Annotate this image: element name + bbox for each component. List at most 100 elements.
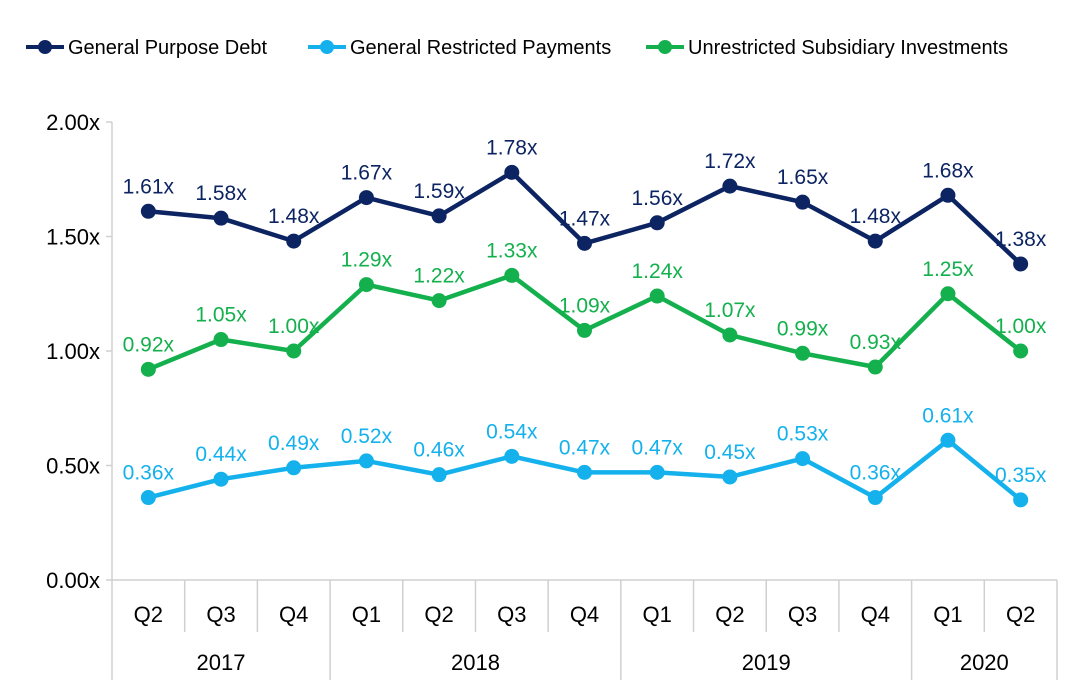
data-label: 0.47x xyxy=(632,436,684,459)
data-point xyxy=(649,464,665,480)
x-tick-label: Q3 xyxy=(788,602,817,627)
data-label: 1.09x xyxy=(559,294,611,317)
x-group-label: 2017 xyxy=(197,650,246,675)
data-label: 1.33x xyxy=(486,239,538,262)
data-point xyxy=(795,345,811,361)
data-label: 1.56x xyxy=(632,187,684,210)
data-point xyxy=(286,233,302,249)
data-point xyxy=(722,327,738,343)
data-label: 0.52x xyxy=(341,425,393,448)
data-label: 0.46x xyxy=(413,439,465,462)
x-tick-label: Q1 xyxy=(352,602,381,627)
y-tick-label: 1.50x xyxy=(46,225,100,250)
data-label: 1.68x xyxy=(922,159,974,182)
data-point xyxy=(940,286,956,302)
data-point xyxy=(358,453,374,469)
data-label: 0.53x xyxy=(777,423,829,446)
data-point xyxy=(213,471,229,487)
x-tick-label: Q4 xyxy=(570,602,599,627)
data-point xyxy=(940,432,956,448)
legend-label: Unrestricted Subsidiary Investments xyxy=(688,37,1008,59)
data-label: 1.58x xyxy=(195,182,247,205)
data-label: 0.36x xyxy=(123,462,175,485)
x-group-label: 2020 xyxy=(960,650,1009,675)
data-point xyxy=(213,332,229,348)
data-point xyxy=(722,469,738,485)
data-label: 1.05x xyxy=(195,304,247,327)
data-label: 1.65x xyxy=(777,166,829,189)
data-label: 1.00x xyxy=(995,315,1047,338)
x-tick-label: Q2 xyxy=(134,602,163,627)
x-group-label: 2019 xyxy=(742,650,791,675)
data-label: 1.24x xyxy=(632,260,684,283)
data-point xyxy=(795,451,811,467)
x-tick-label: Q4 xyxy=(279,602,308,627)
data-label: 0.49x xyxy=(268,432,320,455)
data-point xyxy=(213,210,229,226)
x-tick-label: Q1 xyxy=(643,602,672,627)
x-tick-label: Q2 xyxy=(424,602,453,627)
data-point xyxy=(140,203,156,219)
data-point xyxy=(140,490,156,506)
y-tick-label: 0.00x xyxy=(46,568,100,593)
data-label: 0.36x xyxy=(850,462,902,485)
data-label: 1.48x xyxy=(850,205,902,228)
x-tick-label: Q2 xyxy=(715,602,744,627)
x-tick-label: Q4 xyxy=(861,602,890,627)
data-label: 0.47x xyxy=(559,436,611,459)
data-label: 1.59x xyxy=(413,180,465,203)
data-label: 0.99x xyxy=(777,317,829,340)
data-label: 1.29x xyxy=(341,249,393,272)
legend-label: General Restricted Payments xyxy=(350,37,611,59)
data-point xyxy=(431,293,447,309)
legend: General Purpose Debt General Restricted P… xyxy=(26,37,1008,59)
data-label: 1.72x xyxy=(704,150,756,173)
legend-item: General Purpose Debt xyxy=(26,37,267,59)
y-tick-label: 0.50x xyxy=(46,454,100,479)
x-tick-label: Q3 xyxy=(497,602,526,627)
data-label: 0.45x xyxy=(704,441,756,464)
data-label: 1.25x xyxy=(922,258,974,281)
data-point xyxy=(867,359,883,375)
data-label: 0.61x xyxy=(922,404,974,427)
data-point xyxy=(431,208,447,224)
legend-marker xyxy=(658,40,672,54)
data-point xyxy=(358,277,374,293)
data-label: 0.93x xyxy=(850,331,902,354)
series-labels: 1.61x 1.58x 1.48x 1.67x 1.59x 1.78x 1.47x 1.56x… xyxy=(123,136,1047,486)
data-point xyxy=(867,490,883,506)
data-point xyxy=(795,194,811,210)
data-point xyxy=(504,164,520,180)
data-label: 1.48x xyxy=(268,205,320,228)
series-points xyxy=(140,164,1029,508)
x-tick-label: Q2 xyxy=(1006,602,1035,627)
data-point xyxy=(649,215,665,231)
y-tick-label: 2.00x xyxy=(46,110,100,135)
legend-marker xyxy=(38,40,52,54)
data-point xyxy=(649,288,665,304)
x-group-label: 2018 xyxy=(451,650,500,675)
data-point xyxy=(286,460,302,476)
data-label: 1.78x xyxy=(486,136,538,159)
data-point xyxy=(1013,492,1029,508)
x-tick-label: Q3 xyxy=(206,602,235,627)
data-point xyxy=(358,190,374,206)
legend-item: General Restricted Payments xyxy=(308,37,611,59)
data-point xyxy=(431,467,447,483)
data-label: 1.61x xyxy=(123,175,175,198)
data-point xyxy=(867,233,883,249)
data-point xyxy=(577,235,592,251)
data-label: 0.54x xyxy=(486,420,538,443)
data-point xyxy=(286,343,302,359)
data-point xyxy=(504,448,520,464)
data-label: 0.44x xyxy=(195,443,247,466)
y-tick-label: 1.00x xyxy=(46,339,100,364)
legend-item: Unrestricted Subsidiary Investments xyxy=(646,37,1008,59)
legend-label: General Purpose Debt xyxy=(68,37,267,59)
data-label: 1.38x xyxy=(995,228,1047,251)
data-label: 0.92x xyxy=(123,333,175,356)
data-label: 1.00x xyxy=(268,315,320,338)
data-point xyxy=(577,322,592,338)
data-point xyxy=(140,361,156,377)
